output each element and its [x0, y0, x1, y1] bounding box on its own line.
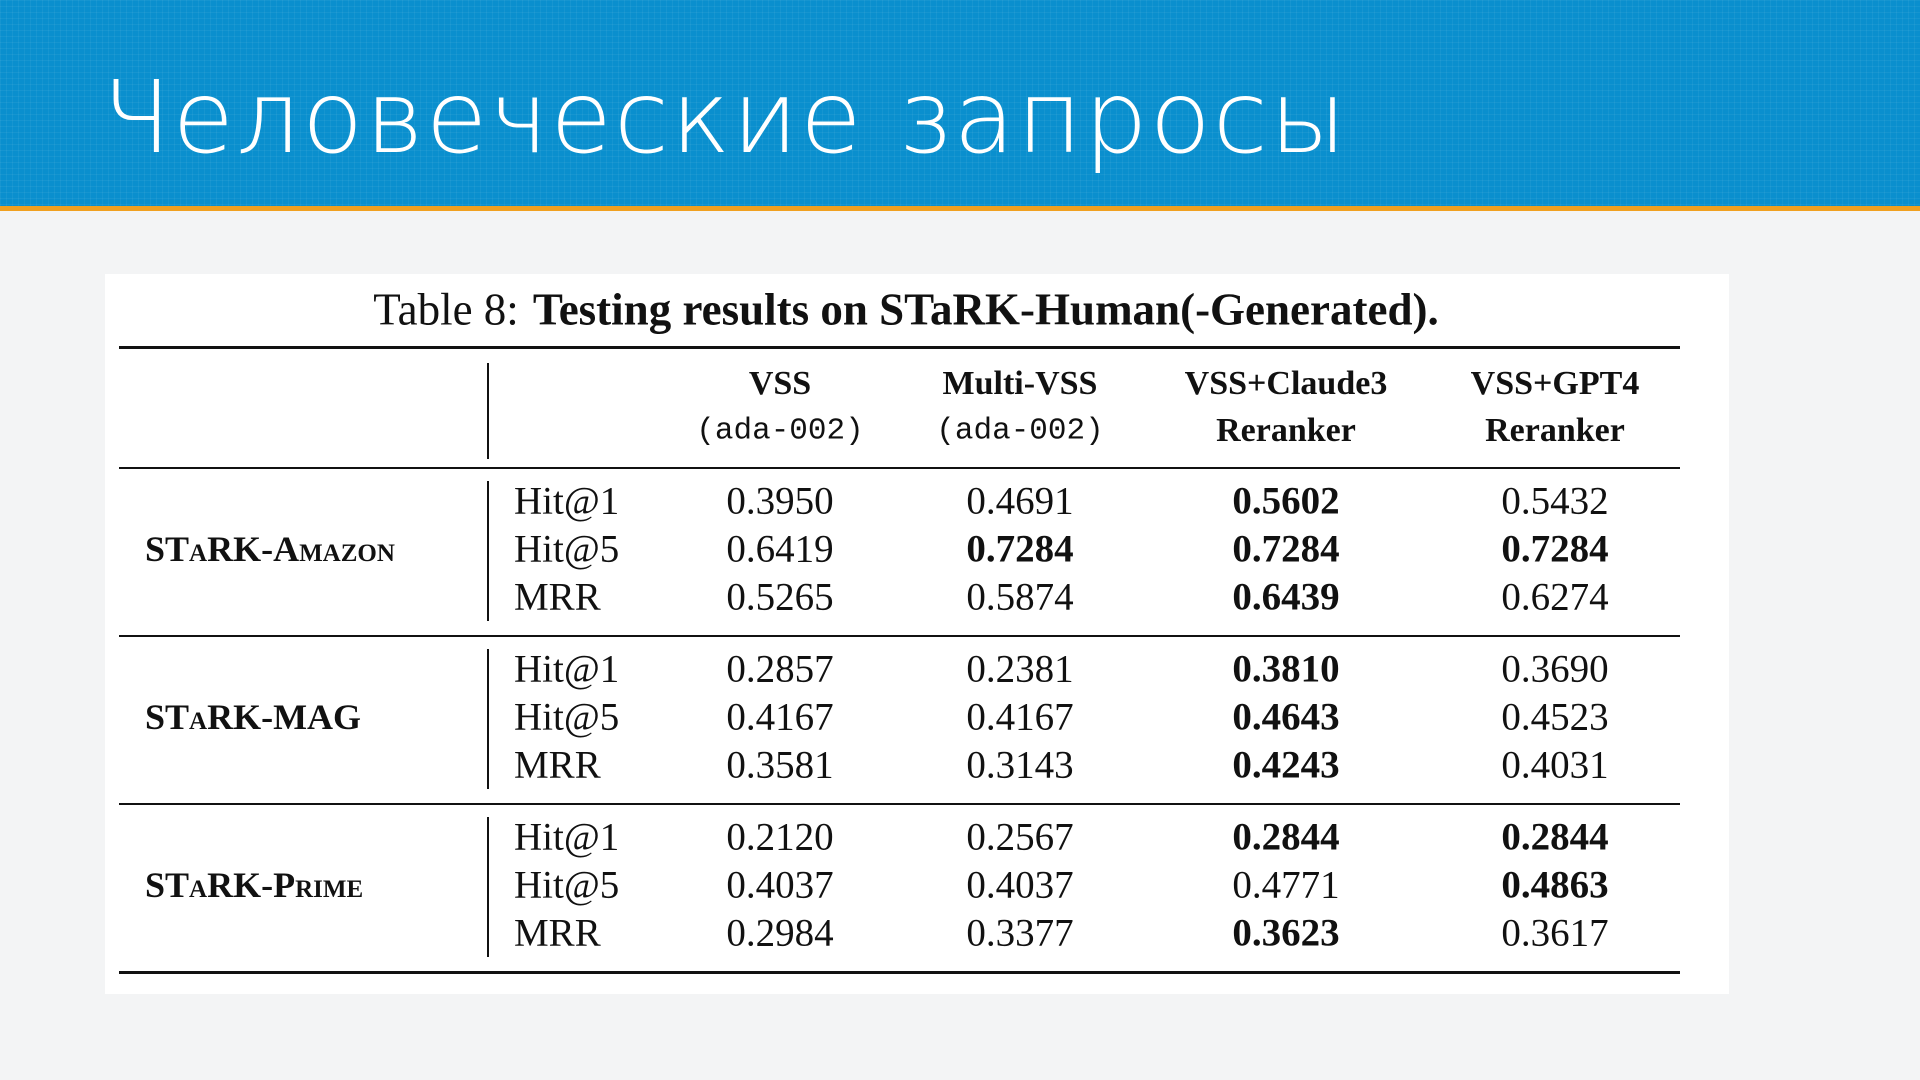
value-cell: 0.5265 — [726, 575, 834, 619]
table-rule — [119, 467, 1680, 469]
column-subheader: (ada-002) — [696, 413, 864, 449]
value-cell: 0.7284 — [1232, 527, 1340, 571]
metric-label: MRR — [514, 911, 601, 955]
column-header: Multi-VSS — [942, 365, 1098, 402]
group-label: STaRK-Prime — [145, 865, 364, 905]
metric-label: MRR — [514, 743, 601, 787]
value-cell: 0.5602 — [1232, 479, 1340, 523]
value-cell: 0.7284 — [966, 527, 1074, 571]
value-cell: 0.4167 — [726, 695, 834, 739]
value-cell: 0.4031 — [1501, 743, 1609, 787]
value-cell: 0.5874 — [966, 575, 1074, 619]
group-label: STaRK-MAG — [145, 697, 362, 737]
metric-label: Hit@5 — [514, 695, 620, 739]
value-cell: 0.2844 — [1232, 815, 1340, 859]
column-subheader: Reranker — [1216, 412, 1356, 449]
column-header: VSS+GPT4 — [1470, 365, 1640, 402]
value-cell: 0.2844 — [1501, 815, 1609, 859]
metric-label: Hit@1 — [514, 479, 620, 523]
metric-label: Hit@1 — [514, 815, 620, 859]
header-accent — [0, 206, 1920, 211]
table-rule — [119, 346, 1680, 349]
column-subheader: Reranker — [1485, 412, 1625, 449]
value-cell: 0.4167 — [966, 695, 1074, 739]
value-cell: 0.6419 — [726, 527, 834, 571]
column-subheader: (ada-002) — [936, 413, 1104, 449]
metric-label: Hit@1 — [514, 647, 620, 691]
value-cell: 0.3690 — [1501, 647, 1609, 691]
table-rule — [487, 817, 489, 957]
value-cell: 0.4771 — [1232, 863, 1340, 907]
metric-label: Hit@5 — [514, 527, 620, 571]
value-cell: 0.3810 — [1232, 647, 1340, 691]
caption-label: Table 8: — [373, 284, 519, 335]
value-cell: 0.2381 — [966, 647, 1074, 691]
value-cell: 0.2120 — [726, 815, 834, 859]
table-caption: Table 8: Testing results on STaRK-Human(-… — [373, 284, 1439, 335]
table-image — [105, 274, 1729, 994]
table-rule — [487, 649, 489, 789]
value-cell: 0.2857 — [726, 647, 834, 691]
slide-title: Человеческие запросы — [102, 59, 1349, 176]
value-cell: 0.3143 — [966, 743, 1074, 787]
table-rule — [119, 635, 1680, 637]
value-cell: 0.5432 — [1501, 479, 1609, 523]
value-cell: 0.2567 — [966, 815, 1074, 859]
value-cell: 0.4643 — [1232, 695, 1340, 739]
value-cell: 0.3617 — [1501, 911, 1609, 955]
metric-label: MRR — [514, 575, 601, 619]
value-cell: 0.3950 — [726, 479, 834, 523]
header-band — [0, 0, 1920, 206]
value-cell: 0.6439 — [1232, 575, 1340, 619]
table-rule — [119, 971, 1680, 974]
table-rule — [487, 481, 489, 621]
value-cell: 0.3581 — [726, 743, 834, 787]
caption-text: Testing results on STaRK-Human(-Generate… — [532, 284, 1439, 335]
value-cell: 0.4863 — [1501, 863, 1609, 907]
table-rule — [487, 363, 489, 459]
group-label: STaRK-Amazon — [145, 529, 395, 569]
table-rule — [119, 803, 1680, 805]
value-cell: 0.4523 — [1501, 695, 1609, 739]
column-header: VSS — [748, 365, 812, 402]
value-cell: 0.6274 — [1501, 575, 1609, 619]
value-cell: 0.4691 — [966, 479, 1074, 523]
value-cell: 0.2984 — [726, 911, 834, 955]
value-cell: 0.3623 — [1232, 911, 1340, 955]
column-header: VSS+Claude3 — [1184, 365, 1388, 402]
value-cell: 0.4037 — [726, 863, 834, 907]
metric-label: Hit@5 — [514, 863, 620, 907]
value-cell: 0.7284 — [1501, 527, 1609, 571]
value-cell: 0.4243 — [1232, 743, 1340, 787]
value-cell: 0.3377 — [966, 911, 1074, 955]
value-cell: 0.4037 — [966, 863, 1074, 907]
